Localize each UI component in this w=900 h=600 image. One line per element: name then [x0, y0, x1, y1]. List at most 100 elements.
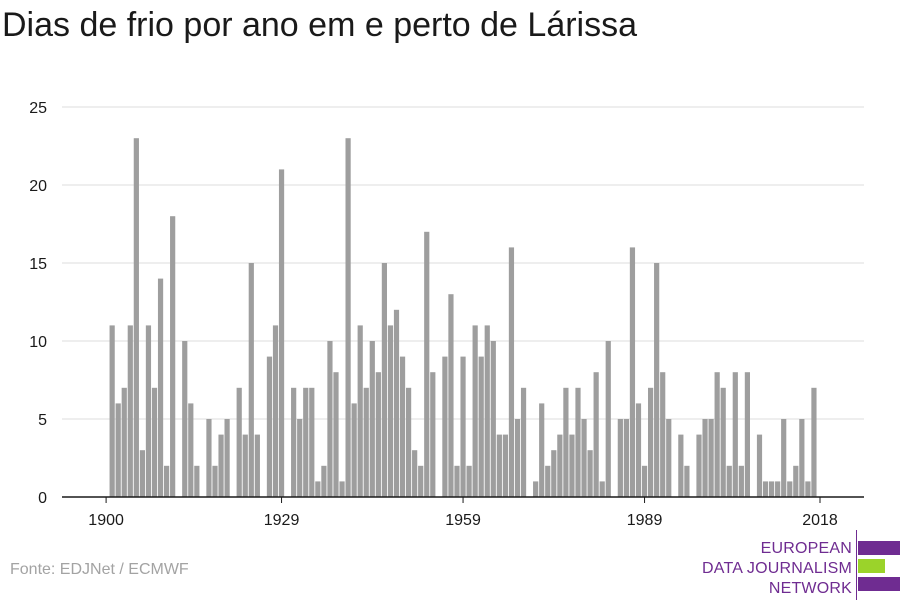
- bar-1945: [375, 372, 381, 497]
- bar-1958: [454, 465, 460, 497]
- bar-1948: [393, 309, 400, 497]
- bar-1931: [291, 387, 297, 497]
- bar-1902: [115, 403, 121, 497]
- logo-text: EUROPEAN DATA JOURNALISM NETWORK: [702, 539, 852, 599]
- x-tick-label: 1989: [627, 512, 663, 529]
- bar-1953: [424, 231, 430, 498]
- bar-2008: [756, 434, 763, 497]
- bar-2009: [762, 481, 769, 497]
- bar-2010: [769, 481, 775, 497]
- bar-1971: [533, 481, 539, 497]
- logo-line-2: DATA JOURNALISM: [702, 560, 852, 577]
- bar-1967: [508, 247, 515, 497]
- bar-1966: [502, 434, 508, 497]
- bar-1908: [151, 387, 158, 497]
- bar-1939: [339, 481, 345, 497]
- bar-2003: [726, 465, 732, 497]
- bar-1944: [369, 341, 375, 497]
- x-tick-label: 1959: [445, 512, 481, 529]
- y-tick-label: 20: [29, 178, 47, 195]
- bar-2001: [714, 372, 720, 497]
- logo-line-3: NETWORK: [768, 580, 852, 597]
- bar-1988: [635, 403, 642, 497]
- bar-1992: [660, 372, 666, 497]
- bar-1935: [315, 481, 321, 497]
- bar-1956: [442, 356, 448, 497]
- bar-1937: [327, 341, 333, 497]
- bar-1936: [321, 465, 327, 497]
- bar-1911: [170, 216, 176, 497]
- bar-1929: [278, 169, 285, 497]
- logo-divider: [856, 530, 857, 600]
- bar-1901: [109, 325, 115, 497]
- bar-1906: [139, 450, 145, 497]
- bar-2012: [781, 419, 787, 497]
- bar-2015: [799, 419, 805, 497]
- bar-1922: [236, 387, 242, 497]
- bar-1913: [182, 341, 188, 497]
- bar-2017: [811, 387, 817, 497]
- bar-1910: [164, 465, 170, 497]
- bar-1946: [381, 263, 387, 497]
- bar-2013: [787, 481, 793, 497]
- source-note: Fonte: EDJNet / ECMWF: [10, 561, 189, 578]
- y-axis-ticks: 0 5 10 15 20 25: [29, 100, 47, 507]
- bar-1979: [581, 419, 587, 497]
- bar-1993: [666, 419, 672, 497]
- bar-1941: [351, 403, 357, 497]
- x-tick-label: 1900: [88, 512, 124, 529]
- y-tick-label: 5: [38, 412, 47, 429]
- bar-1961: [472, 325, 478, 497]
- bar-1990: [648, 387, 654, 497]
- bar-1932: [297, 419, 303, 497]
- bar-1960: [466, 465, 472, 497]
- y-tick-label: 0: [38, 490, 47, 507]
- bar-1999: [702, 419, 708, 497]
- bar-1963: [484, 325, 490, 497]
- bar-2002: [720, 387, 726, 497]
- bar-2014: [793, 465, 799, 497]
- bar-1981: [593, 372, 599, 497]
- y-tick-label: 10: [29, 334, 47, 351]
- bar-1924: [248, 263, 254, 497]
- bar-2000: [708, 419, 714, 497]
- bar-2006: [744, 372, 750, 497]
- bar-1942: [357, 325, 363, 497]
- bar-1928: [272, 325, 279, 497]
- bar-1950: [406, 387, 412, 497]
- gridlines: [62, 106, 864, 420]
- logo-bar-purple-bottom: [858, 577, 900, 591]
- bar-1925: [254, 434, 260, 497]
- bar-1973: [545, 465, 551, 497]
- bar-1972: [539, 403, 545, 497]
- bar-1927: [266, 356, 273, 497]
- bar-1918: [212, 465, 218, 497]
- bar-2005: [738, 465, 744, 497]
- bar-1974: [551, 450, 557, 497]
- bar-1996: [684, 465, 690, 497]
- bar-1914: [188, 403, 194, 497]
- logo-bar-purple-top: [858, 541, 900, 555]
- bar-1989: [641, 465, 648, 497]
- bar-1903: [121, 387, 127, 497]
- bar-1919: [218, 434, 224, 497]
- bar-1917: [206, 419, 212, 497]
- bar-1975: [557, 434, 563, 497]
- bar-1977: [569, 434, 575, 497]
- edjnet-logo: EUROPEAN DATA JOURNALISM NETWORK: [700, 530, 900, 600]
- bar-1933: [303, 387, 309, 497]
- bar-1968: [514, 419, 521, 497]
- bar-1991: [654, 263, 660, 497]
- bar-1962: [478, 356, 484, 497]
- bar-1923: [242, 434, 248, 497]
- bar-1998: [696, 434, 702, 497]
- bar-1907: [145, 325, 152, 497]
- bar-1985: [617, 419, 623, 497]
- bar-1934: [309, 387, 315, 497]
- bar-2016: [805, 481, 811, 497]
- logo-line-1: EUROPEAN: [760, 540, 852, 557]
- x-tick-label: 1929: [264, 512, 300, 529]
- x-axis-ticks: 1900 1929 1959 1989 2018: [88, 497, 838, 529]
- bar-1904: [127, 325, 133, 497]
